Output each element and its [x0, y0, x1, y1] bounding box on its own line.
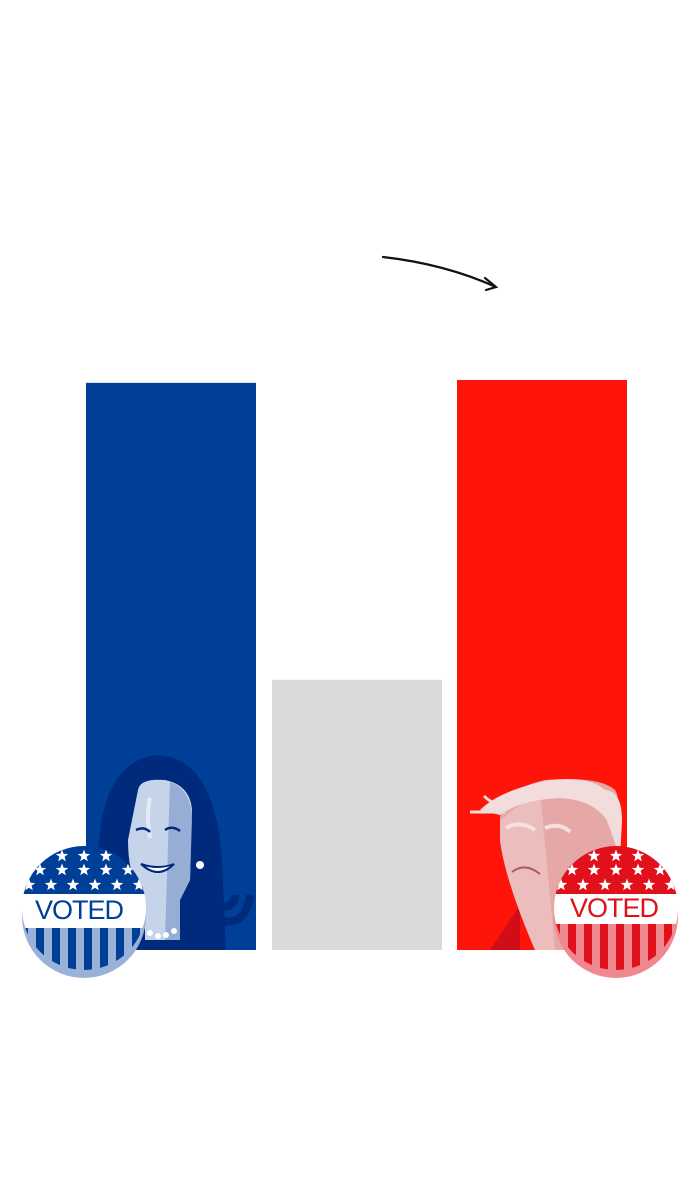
star-icon: [99, 863, 113, 876]
star-icon: [88, 878, 102, 891]
arrow-curved-icon: [381, 255, 499, 292]
star-icon: [598, 878, 612, 891]
star-icon: [121, 863, 135, 876]
star-icon: [66, 878, 80, 891]
badge-stripe: [116, 928, 124, 970]
badge-stripe: [68, 928, 76, 970]
star-icon: [110, 878, 124, 891]
badge-stripe: [568, 924, 576, 970]
badge-stripe: [648, 924, 656, 970]
star-icon: [99, 849, 113, 862]
star-icon: [44, 878, 58, 891]
star-icon: [631, 863, 645, 876]
star-icon: [565, 863, 579, 876]
badge-stripe: [632, 924, 640, 970]
bar-gray: [272, 679, 442, 950]
star-icon: [576, 878, 590, 891]
voted-badge-red: VOTED: [554, 846, 678, 978]
star-icon: [554, 878, 568, 891]
star-icon: [620, 878, 634, 891]
badge-stripe: [52, 928, 60, 970]
star-icon: [587, 863, 601, 876]
badge-stripe: [36, 928, 44, 970]
star-icon: [132, 878, 146, 891]
star-icon: [55, 849, 69, 862]
voted-badge-blue: VOTED: [22, 846, 146, 978]
star-icon: [77, 849, 91, 862]
badge-stripe: [84, 928, 92, 970]
star-icon: [22, 878, 36, 891]
star-icon: [609, 849, 623, 862]
star-icon: [55, 863, 69, 876]
star-icon: [653, 863, 667, 876]
badge-stripe: [584, 924, 592, 970]
badge-stripe: [600, 924, 608, 970]
star-icon: [77, 863, 91, 876]
star-icon: [587, 849, 601, 862]
badge-stripe: [664, 924, 672, 970]
badge-stripe: [100, 928, 108, 970]
star-icon: [664, 878, 678, 891]
star-icon: [642, 878, 656, 891]
badge-stripe: [616, 924, 624, 970]
star-icon: [631, 849, 645, 862]
star-icon: [609, 863, 623, 876]
badge-label: VOTED: [35, 895, 124, 925]
star-icon: [33, 863, 47, 876]
badge-label: VOTED: [570, 893, 659, 923]
